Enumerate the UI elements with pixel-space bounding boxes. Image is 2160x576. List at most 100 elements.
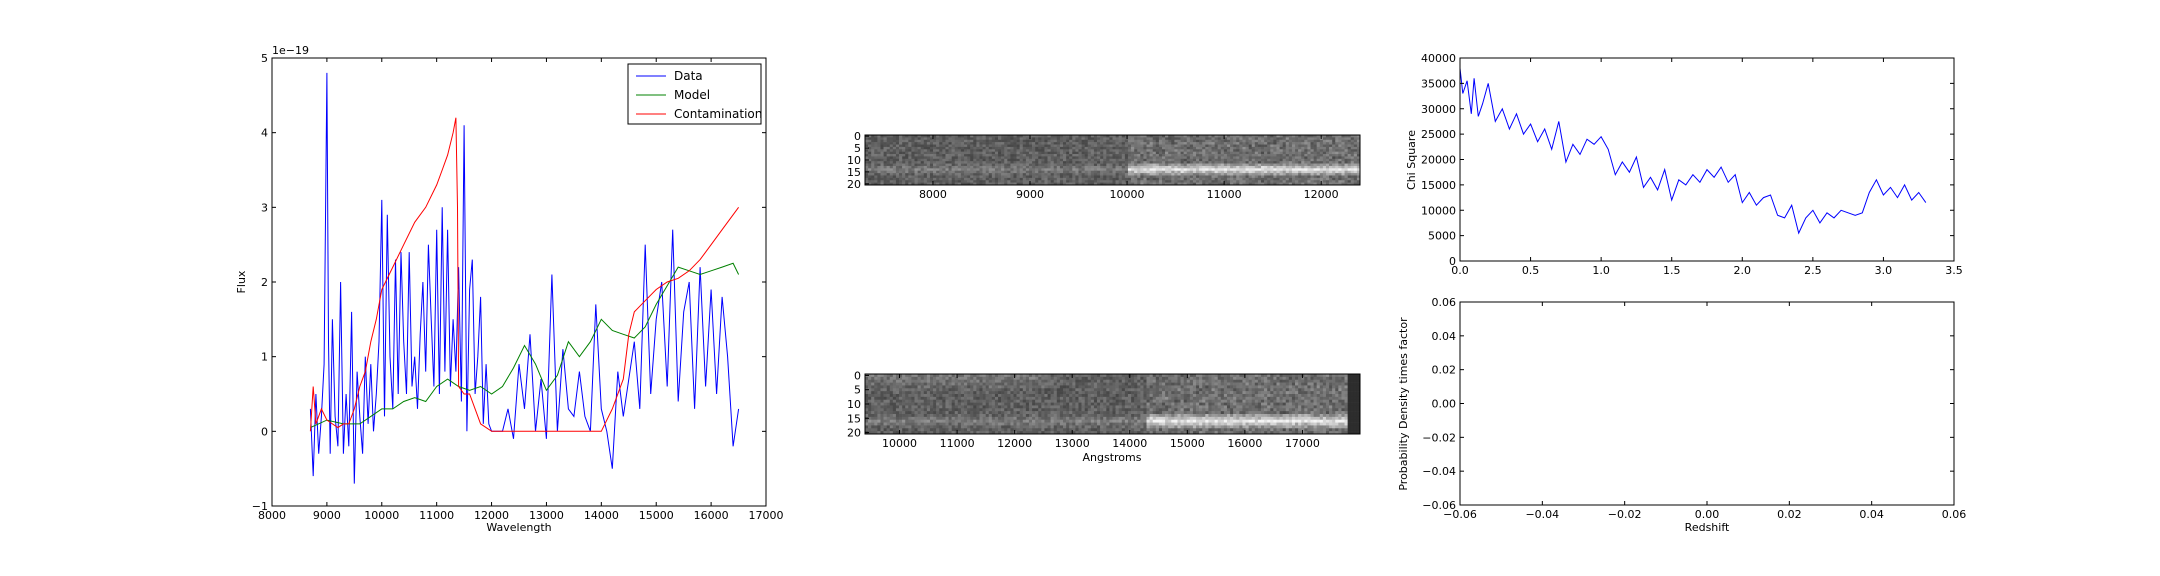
pixel-cell <box>883 379 887 383</box>
pixel-cell <box>1001 165 1005 169</box>
pixel-cell <box>979 154 983 157</box>
pixel-cell <box>1038 135 1042 138</box>
pixel-cell <box>979 158 983 162</box>
pixel-cell <box>1035 394 1039 398</box>
pixel-cell <box>886 399 891 403</box>
pixel-cell <box>929 175 934 179</box>
pixel-cell <box>874 374 878 378</box>
pixel-cell <box>1211 376 1215 381</box>
pixel-cell <box>1115 168 1119 172</box>
pixel-cell <box>1329 180 1333 183</box>
pixel-cell <box>1072 382 1076 386</box>
pixel-cell <box>988 374 993 378</box>
pixel-cell <box>868 396 872 401</box>
pixel-cell <box>1004 385 1008 389</box>
pixel-cell <box>988 161 993 164</box>
pixel-cell <box>1168 391 1172 395</box>
pixel-cell <box>929 144 934 148</box>
pixel-cell <box>1078 146 1082 150</box>
pixel-cell <box>954 156 959 160</box>
pixel-cell <box>1090 180 1095 183</box>
pixel-cell <box>1335 156 1339 160</box>
pixel-cell <box>1149 149 1154 152</box>
pixel-cell <box>1171 142 1175 145</box>
pixel-cell <box>1056 388 1061 392</box>
pixel-cell <box>883 391 887 395</box>
pixel-cell <box>1288 388 1293 392</box>
pixel-cell <box>1279 135 1283 138</box>
pixel-cell <box>1310 376 1314 381</box>
pixel-cell <box>1273 385 1277 389</box>
pixel-cell <box>1307 165 1311 169</box>
pixel-cell <box>1291 165 1296 169</box>
pixel-cell <box>1084 379 1089 383</box>
pixel-cell <box>1115 399 1119 403</box>
pixel-cell <box>1177 135 1181 138</box>
pixel-cell <box>1177 170 1181 174</box>
pixel-cell <box>1007 175 1011 179</box>
pixel-cell <box>1081 158 1085 162</box>
pixel-cell <box>1032 137 1036 141</box>
pixel-cell <box>1016 158 1020 162</box>
pixel-cell <box>1316 379 1321 383</box>
pixel-cell <box>1353 376 1358 381</box>
pixel-cell <box>1087 146 1092 150</box>
pixel-cell <box>1350 396 1355 401</box>
pixel-cell <box>960 385 965 389</box>
pixel-cell <box>1332 170 1336 174</box>
pixel-cell <box>1112 379 1116 383</box>
pixel-cell <box>1189 168 1194 172</box>
lower-2d-spectrum-image <box>865 374 1361 435</box>
pixel-cell <box>1047 388 1051 392</box>
pixel-cell <box>1053 170 1058 174</box>
pixel-cell <box>1038 137 1042 141</box>
pixel-cell <box>1171 177 1175 181</box>
pixel-cell <box>1032 163 1036 167</box>
pixel-cell <box>988 385 993 389</box>
pixel-cell <box>1084 399 1089 403</box>
pixel-cell <box>1121 158 1126 162</box>
pixel-cell <box>985 142 990 145</box>
pixel-cell <box>1016 385 1020 389</box>
pixel-cell <box>967 156 971 160</box>
pixel-cell <box>1047 161 1051 164</box>
pixel-cell <box>1183 382 1188 386</box>
pixel-cell <box>945 180 949 183</box>
pixel-cell <box>895 146 900 150</box>
pixel-cell <box>1013 388 1017 392</box>
pixel-cell <box>994 173 999 176</box>
pixel-cell <box>1261 173 1265 176</box>
pixel-cell <box>1202 173 1206 176</box>
pixel-cell <box>1127 177 1132 181</box>
pixel-cell <box>1199 144 1203 148</box>
pixel-cell <box>929 151 934 155</box>
pixel-cell <box>1261 165 1265 169</box>
pixel-cell <box>1316 139 1321 143</box>
pixel-cell <box>1295 163 1299 167</box>
pixel-cell <box>1063 154 1067 157</box>
pixel-cell <box>1291 168 1296 172</box>
pixel-cell <box>994 379 999 383</box>
pixel-cell <box>923 374 928 378</box>
pixel-cell <box>1261 388 1265 392</box>
pixel-cell <box>1100 382 1104 386</box>
pixel-cell <box>1319 173 1324 176</box>
pixel-cell <box>1220 137 1225 141</box>
pixel-cell <box>1270 182 1274 186</box>
pixel-cell <box>1121 161 1126 164</box>
pixel-cell <box>1301 175 1305 179</box>
pixel-cell <box>1353 144 1358 148</box>
pixel-cell <box>985 151 990 155</box>
pixel-cell <box>1304 382 1308 386</box>
pixel-cell <box>1186 394 1191 398</box>
pixel-cell <box>1155 163 1160 167</box>
pixel-cell <box>933 379 937 383</box>
pixel-cell <box>1118 156 1123 160</box>
pixel-cell <box>1350 168 1355 172</box>
pixel-cell <box>1022 177 1027 181</box>
pixel-cell <box>1069 135 1073 138</box>
pixel-cell <box>1338 144 1342 148</box>
pixel-cell <box>988 391 993 395</box>
pixel-cell <box>889 382 894 386</box>
pixel-cell <box>985 391 990 395</box>
